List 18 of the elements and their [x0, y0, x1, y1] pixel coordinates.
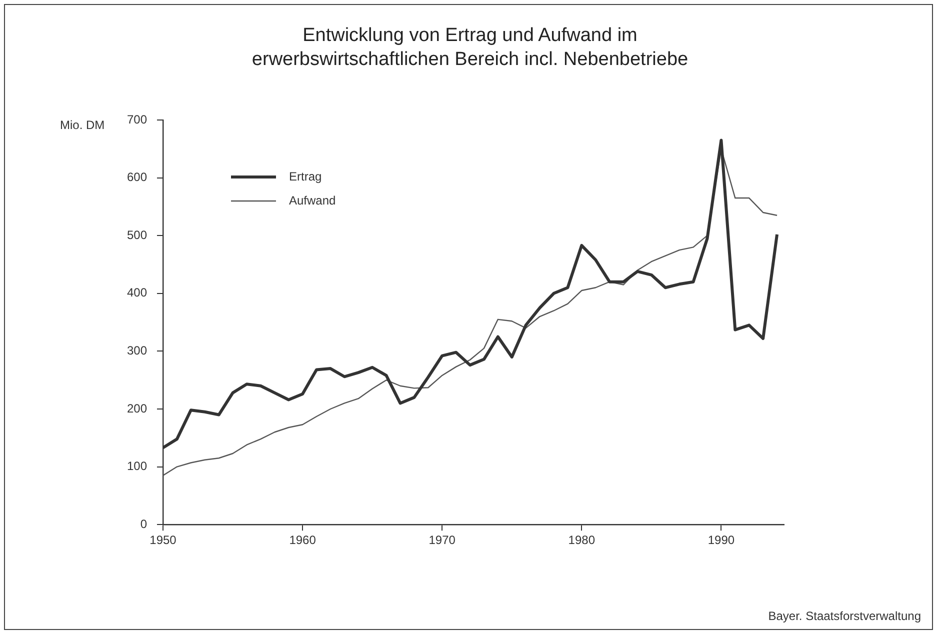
y-axis-title: Mio. DM	[60, 118, 105, 132]
y-tick-label: 700	[126, 112, 148, 126]
x-tick-label: 1950	[150, 533, 177, 548]
x-tick-label: 1990	[708, 533, 735, 548]
y-tick-label: 400	[126, 286, 148, 300]
chart-title: Entwicklung von Ertrag und Aufwand im erwerbswirtschaftlichen Bereich incl. Nebenbetriebe	[250, 24, 690, 72]
legend-label: Ertrag	[289, 169, 322, 184]
x-tick-label: 1980	[568, 533, 596, 548]
legend-label: Aufwand	[289, 193, 336, 208]
y-tick-label: 0	[140, 516, 148, 531]
y-tick-label: 200	[126, 401, 148, 416]
x-tick-label: 1970	[428, 533, 456, 548]
x-tick-label: 1960	[289, 533, 316, 548]
y-tick-label: 600	[126, 170, 148, 184]
text: Bayer. Staatsforstverwaltung	[768, 609, 921, 623]
y-tick-label: 500	[126, 228, 148, 242]
y-tick-label: 100	[126, 459, 148, 474]
y-tick-label: 300	[126, 344, 148, 358]
